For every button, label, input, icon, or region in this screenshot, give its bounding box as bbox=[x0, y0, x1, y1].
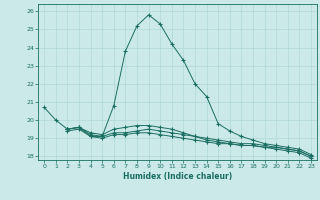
X-axis label: Humidex (Indice chaleur): Humidex (Indice chaleur) bbox=[123, 172, 232, 181]
